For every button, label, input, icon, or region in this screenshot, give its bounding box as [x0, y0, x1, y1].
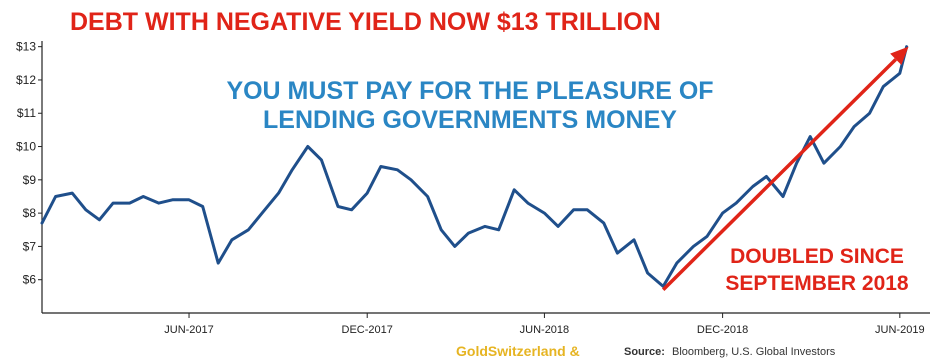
arrow-layer — [661, 46, 909, 291]
y-tick-label: $13 — [16, 40, 36, 54]
y-tick-label: $10 — [16, 140, 36, 154]
x-tick-label: JUN-2017 — [164, 324, 214, 336]
series-line — [40, 45, 909, 288]
chart-subtitle-line-2: LENDING GOVERNMENTS MONEY — [263, 106, 677, 134]
y-tick-label: $6 — [23, 273, 37, 287]
trend-arrow-shaft — [661, 58, 898, 291]
y-tick-label: $7 — [23, 239, 37, 253]
y-tick-label: $9 — [23, 173, 37, 187]
annotation-line-1: DOUBLED SINCE — [730, 245, 904, 268]
footer-brand: GoldSwitzerland & — [456, 343, 580, 359]
series-layer — [40, 45, 909, 288]
chart-title: DEBT WITH NEGATIVE YIELD NOW $13 TRILLIO… — [70, 8, 661, 36]
footer-source-label: Source: — [624, 346, 665, 358]
y-tick-label: $12 — [16, 73, 36, 87]
y-tick-label: $11 — [17, 106, 36, 120]
x-tick-label: DEC-2018 — [697, 324, 748, 336]
axes: $6 $7 $8 $9 $10 $11 $12 $13 JUN-2017 DEC-2017 JUN-… — [16, 40, 930, 336]
y-tick-label: $8 — [23, 206, 37, 220]
annotation-line-2: SEPTEMBER 2018 — [725, 272, 909, 295]
footer-source-text: Bloomberg, U.S. Global Investors — [672, 346, 836, 358]
trend-arrow-head — [890, 46, 909, 66]
x-tick-label: DEC-2017 — [342, 324, 393, 336]
x-tick-label: JUN-2018 — [520, 324, 570, 336]
x-tick-label: JUN-2019 — [875, 324, 925, 336]
chart-subtitle-line-1: YOU MUST PAY FOR THE PLEASURE OF — [226, 77, 713, 105]
